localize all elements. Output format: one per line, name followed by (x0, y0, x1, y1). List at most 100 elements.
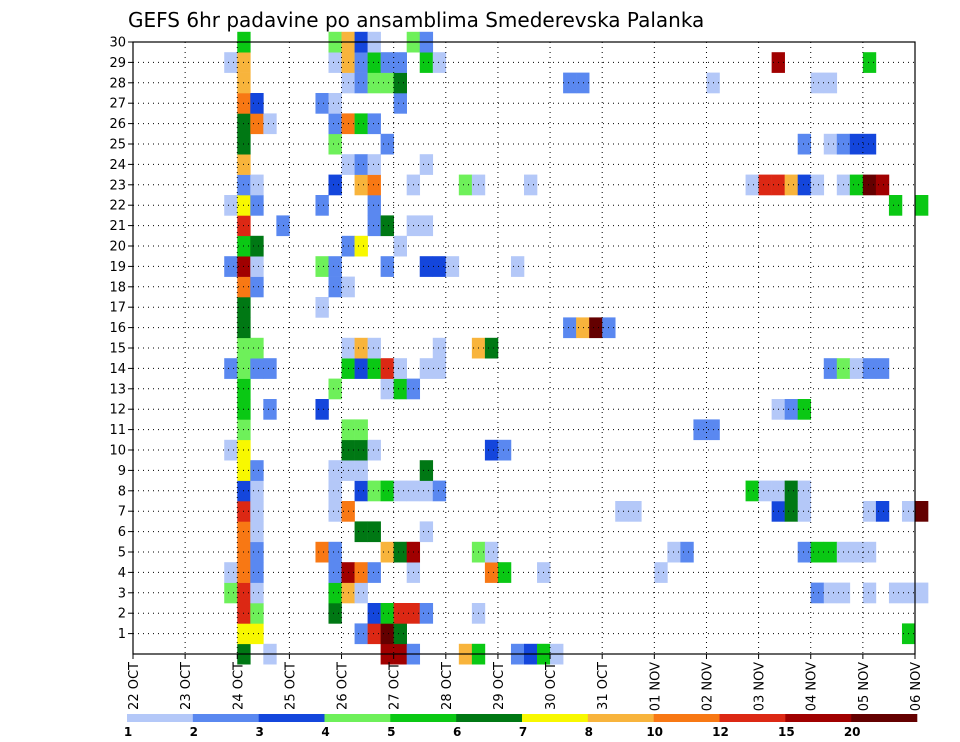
precip-cell (367, 521, 381, 543)
precip-cell (915, 195, 929, 216)
precip-cell (367, 215, 381, 237)
precip-cell (263, 113, 277, 135)
x-tick-label: 22 OCT (127, 662, 142, 710)
precip-cell (367, 603, 381, 624)
precip-cell (380, 541, 394, 563)
precip-cell (484, 562, 499, 583)
precip-cell (915, 501, 929, 522)
precip-cell (367, 562, 381, 583)
precip-cell (354, 337, 368, 359)
precip-cell (367, 72, 381, 94)
colorbar-label: 3 (255, 725, 263, 739)
precip-cell (380, 623, 394, 645)
precip-cell (250, 256, 264, 277)
y-tick-label: 18 (109, 280, 126, 295)
x-tick-label: 06 NOV (909, 662, 924, 711)
precip-cell (432, 337, 447, 359)
precip-cell (328, 174, 342, 196)
y-tick-label: 9 (118, 464, 126, 479)
precip-cell (823, 72, 838, 94)
y-tick-label: 15 (109, 342, 126, 357)
precip-cell (797, 174, 812, 196)
precip-cell (784, 174, 798, 196)
y-axis: 1234567891011121314151617181920212223242… (109, 36, 133, 642)
precip-cell (250, 276, 264, 298)
precip-cell (419, 480, 434, 502)
precip-cell (380, 378, 394, 400)
x-tick-label: 23 OCT (179, 662, 194, 710)
y-tick-label: 27 (109, 97, 126, 112)
colorbar-label: 5 (387, 725, 395, 739)
precip-cell (823, 133, 838, 155)
precip-cell (849, 358, 864, 379)
precip-cell (745, 480, 759, 502)
precip-cell (393, 480, 407, 502)
precip-cell (250, 93, 264, 114)
precip-cell (745, 174, 759, 196)
precip-cell (862, 541, 877, 563)
precip-cell (250, 541, 264, 563)
precip-cell (823, 358, 838, 379)
precip-cell (224, 582, 238, 604)
precip-cell (224, 256, 238, 277)
precip-cell (628, 501, 642, 522)
precip-cell (367, 113, 381, 135)
y-tick-label: 6 (118, 525, 126, 540)
precip-cell (354, 480, 368, 502)
colorbar-swatch (258, 714, 325, 722)
cells-layer (224, 31, 929, 665)
precip-cell (797, 399, 812, 420)
precip-cell (445, 256, 460, 277)
precip-cell (393, 72, 407, 94)
precip-cell (354, 582, 368, 604)
precip-cell (380, 215, 394, 237)
y-tick-label: 4 (118, 566, 126, 581)
precip-cell (497, 562, 512, 583)
precip-cell (263, 399, 277, 420)
colorbar-swatch (324, 714, 391, 722)
precip-cell (484, 337, 499, 359)
precip-cell (888, 582, 903, 604)
precip-cell (250, 235, 264, 257)
precip-cell (263, 358, 277, 379)
precip-cell (419, 358, 434, 379)
x-axis: 22 OCT 23 OCT 24 OCT 25 OCT 26 OCT 27 OCT 28 O… (127, 654, 924, 711)
y-tick-label: 24 (109, 158, 126, 173)
precip-cell (484, 541, 499, 563)
precip-cell (810, 582, 825, 604)
precip-cell (784, 399, 798, 420)
x-tick-label: 30 OCT (544, 662, 559, 710)
precip-cell (419, 521, 434, 543)
precip-cell (432, 358, 447, 379)
colorbar-label: 2 (190, 725, 198, 739)
colorbar-swatch (390, 714, 457, 722)
precip-cell (875, 358, 890, 379)
precip-cell (250, 480, 264, 502)
colorbar-label: 10 (646, 725, 663, 739)
y-tick-label: 12 (109, 403, 126, 418)
x-tick-label: 04 NOV (805, 662, 820, 711)
precip-cell (250, 562, 264, 583)
precip-cell (328, 113, 342, 135)
precip-cell (875, 501, 890, 522)
precip-cell (250, 582, 264, 604)
precip-cell (367, 154, 381, 175)
precip-cell (224, 195, 238, 216)
precip-cell (328, 93, 342, 114)
y-tick-label: 20 (109, 240, 126, 255)
precip-cell (380, 480, 394, 502)
precip-cell (328, 378, 342, 400)
colorbar-label: 12 (712, 725, 729, 739)
precip-cell (589, 317, 603, 339)
precip-cell (862, 501, 877, 522)
precip-cell (915, 582, 929, 604)
colorbar-label: 1 (124, 725, 132, 739)
precip-cell (224, 562, 238, 583)
precip-cell (354, 174, 368, 196)
precip-cell (862, 133, 877, 155)
precip-cell (367, 52, 381, 73)
precip-cell (432, 256, 447, 277)
precip-cell (667, 541, 681, 563)
precip-cell (393, 358, 407, 379)
precip-cell (367, 337, 381, 359)
